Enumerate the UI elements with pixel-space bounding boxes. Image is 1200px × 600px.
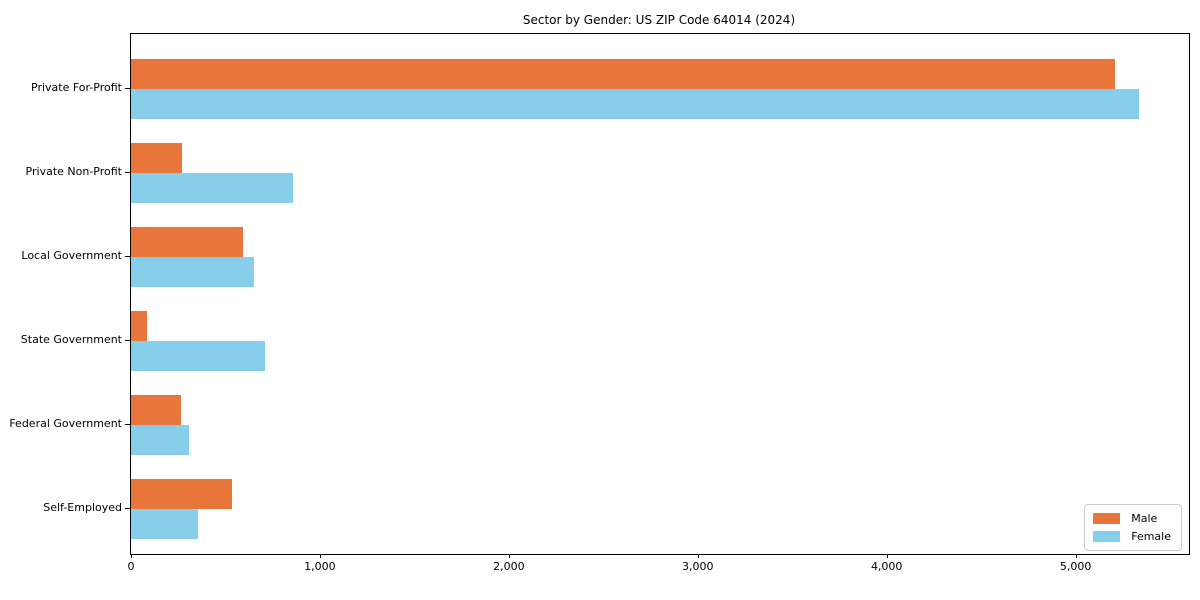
bar-female-private-for-profit xyxy=(131,89,1139,119)
ytick-label-0: Private For-Profit xyxy=(31,81,122,94)
ytick-label-4: Federal Government xyxy=(9,417,122,430)
bar-female-private-non-profit xyxy=(131,173,293,203)
ytick-mark-0 xyxy=(125,88,130,89)
xtick-label-3: 3,000 xyxy=(682,560,714,573)
xtick-mark-0 xyxy=(131,554,132,558)
bar-female-federal-government xyxy=(131,425,189,455)
xtick-mark-3 xyxy=(697,554,699,558)
legend-patch-female xyxy=(1093,531,1121,542)
legend-row-female: Female xyxy=(1093,530,1171,543)
xtick-mark-2 xyxy=(508,554,510,558)
ytick-mark-4 xyxy=(125,424,130,425)
xtick-label-4: 4,000 xyxy=(870,560,903,573)
bar-female-local-government xyxy=(131,257,254,287)
legend-row-male: Male xyxy=(1093,512,1171,525)
xtick-label-5: 5,000 xyxy=(1059,560,1092,573)
bar-male-federal-government xyxy=(131,395,182,425)
plot-area: Male Female xyxy=(130,33,1190,555)
xtick-mark-4 xyxy=(886,554,888,558)
ytick-label-2: Local Government xyxy=(21,249,122,262)
ytick-label-3: State Government xyxy=(20,333,122,346)
bar-female-self-employed xyxy=(131,509,199,539)
legend-label-male: Male xyxy=(1131,512,1158,525)
xtick-mark-5 xyxy=(1075,554,1077,558)
bar-male-state-government xyxy=(131,311,148,341)
bar-male-private-non-profit xyxy=(131,143,182,173)
bar-male-private-for-profit xyxy=(131,59,1116,89)
chart-title: Sector by Gender: US ZIP Code 64014 (202… xyxy=(522,13,796,27)
legend: Male Female xyxy=(1084,504,1182,551)
xtick-label-1: 1,000 xyxy=(304,560,336,573)
ytick-label-5: Self-Employed xyxy=(43,501,122,514)
bar-male-self-employed xyxy=(131,479,233,509)
ytick-mark-2 xyxy=(125,256,130,257)
bar-male-local-government xyxy=(131,227,244,257)
xtick-mark-1 xyxy=(319,554,321,558)
bar-female-state-government xyxy=(131,341,266,371)
ytick-mark-3 xyxy=(125,340,130,341)
ytick-mark-1 xyxy=(125,172,130,173)
ytick-label-1: Private Non-Profit xyxy=(25,165,122,178)
xtick-label-0: 0 xyxy=(127,560,135,573)
xtick-label-2: 2,000 xyxy=(493,560,525,573)
legend-label-female: Female xyxy=(1131,530,1171,543)
ytick-mark-5 xyxy=(125,508,130,509)
legend-patch-male xyxy=(1093,513,1121,524)
